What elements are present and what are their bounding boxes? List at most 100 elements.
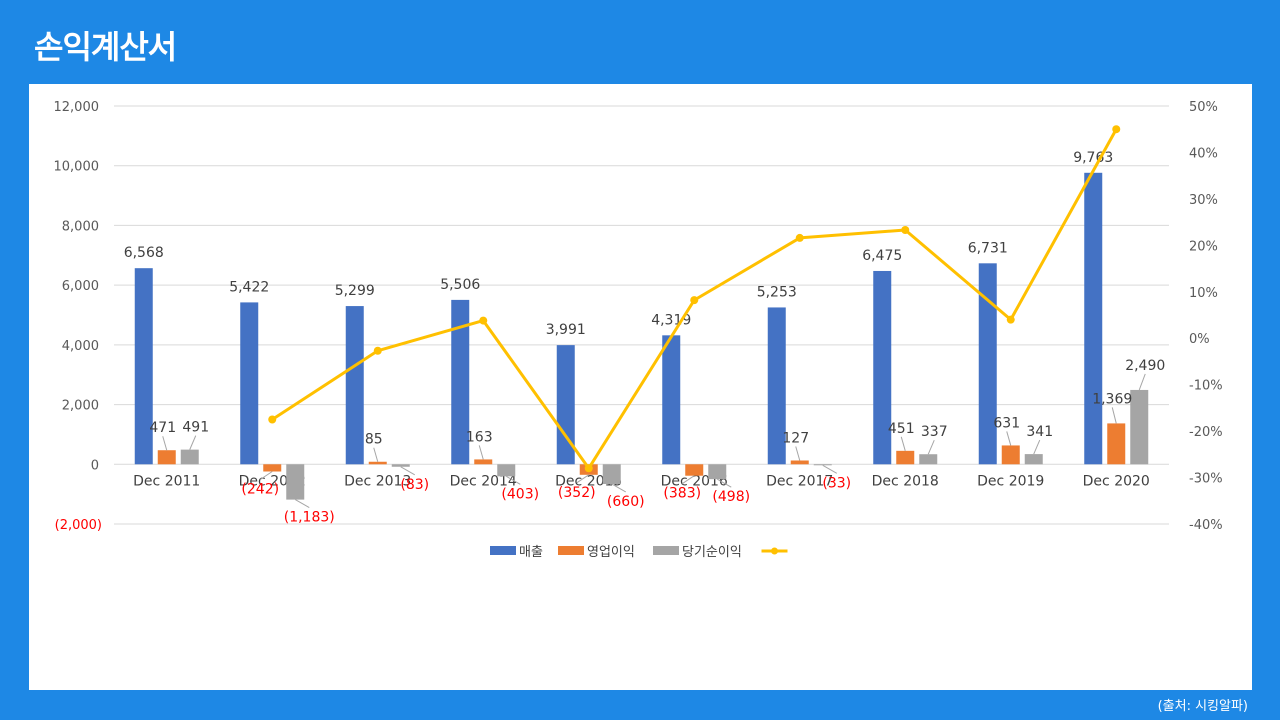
bar-2 xyxy=(474,459,493,465)
bar-3 xyxy=(1024,454,1043,465)
legend-label: 영업이익 xyxy=(587,545,635,560)
data-label: 127 xyxy=(782,430,809,446)
bar-2 xyxy=(790,460,809,465)
label-leader xyxy=(189,435,197,450)
data-label: (498) xyxy=(712,489,750,505)
legend-label: 당기순이익 xyxy=(682,545,742,560)
data-label: 6,731 xyxy=(968,240,1008,256)
bar-2 xyxy=(685,464,704,476)
data-label: 5,422 xyxy=(229,279,269,295)
label-leader xyxy=(373,447,379,462)
data-label: (242) xyxy=(241,482,279,498)
bar-2 xyxy=(263,464,282,472)
data-label: 9,763 xyxy=(1073,150,1113,166)
data-label: 491 xyxy=(182,420,209,436)
label-leader xyxy=(795,446,801,461)
y-right-tick-label: -40% xyxy=(1189,518,1223,533)
bar-3 xyxy=(286,464,305,500)
y-right-tick-label: 20% xyxy=(1189,239,1218,254)
line-point xyxy=(479,316,488,325)
data-label: 6,568 xyxy=(124,245,164,261)
line-point xyxy=(268,415,277,424)
label-leader xyxy=(162,436,168,451)
x-tick-label: Dec 2011 xyxy=(133,473,200,489)
data-label: 341 xyxy=(1026,424,1053,440)
bar-3 xyxy=(497,464,516,477)
bar-1 xyxy=(556,345,575,465)
line-point xyxy=(795,233,804,242)
bar-2 xyxy=(896,450,915,465)
data-label: (383) xyxy=(663,486,701,502)
data-label: (352) xyxy=(558,485,596,501)
line-point xyxy=(373,346,382,355)
y-left-tick-label: 12,000 xyxy=(54,100,100,115)
data-label: (403) xyxy=(501,486,539,502)
bar-2 xyxy=(368,461,387,465)
data-label: 163 xyxy=(466,429,493,445)
label-leader xyxy=(400,466,415,476)
bar-3 xyxy=(1130,389,1149,465)
bar-1 xyxy=(134,268,153,465)
label-leader xyxy=(1138,373,1146,391)
bar-1 xyxy=(662,335,681,465)
label-leader xyxy=(1006,431,1012,446)
y-left-tick-label: 4,000 xyxy=(62,339,99,354)
x-tick-label: Dec 2018 xyxy=(872,473,939,489)
bar-1 xyxy=(873,270,892,465)
bar-1 xyxy=(767,307,786,465)
bar-3 xyxy=(180,449,199,465)
y-left-tick-label: (2,000) xyxy=(55,518,102,533)
data-label: (83) xyxy=(400,477,429,493)
line-point xyxy=(1112,125,1121,134)
bar-2 xyxy=(157,450,176,465)
bar-3 xyxy=(602,464,621,484)
y-left-tick-label: 8,000 xyxy=(62,219,99,234)
data-label: 1,369 xyxy=(1092,391,1132,407)
bar-1 xyxy=(345,306,364,465)
bar-3 xyxy=(813,464,832,466)
legend-swatch-3 xyxy=(653,546,679,555)
data-label: 471 xyxy=(149,420,176,436)
data-label: 337 xyxy=(921,424,948,440)
label-leader xyxy=(927,440,935,455)
label-leader xyxy=(717,478,732,488)
data-label: 3,991 xyxy=(546,322,586,338)
line-point xyxy=(584,464,593,473)
data-label: 6,475 xyxy=(862,248,902,264)
label-leader xyxy=(900,436,906,451)
legend-line-marker xyxy=(771,547,778,555)
y-left-tick-label: 0 xyxy=(91,458,99,473)
line-point xyxy=(690,296,699,305)
label-leader xyxy=(259,471,273,480)
bar-1 xyxy=(240,302,259,465)
y-right-tick-label: 40% xyxy=(1189,146,1218,161)
y-right-tick-label: -10% xyxy=(1189,379,1223,394)
label-leader xyxy=(295,499,310,509)
x-tick-label: Dec 2020 xyxy=(1083,473,1150,489)
bar-2 xyxy=(1107,423,1126,465)
bar-2 xyxy=(1001,445,1020,465)
y-right-tick-label: 0% xyxy=(1189,332,1210,347)
data-label: 5,506 xyxy=(440,277,480,293)
x-tick-label: Dec 2013 xyxy=(344,473,411,489)
line-point xyxy=(1006,315,1015,324)
label-leader xyxy=(681,475,695,485)
y-right-tick-label: 50% xyxy=(1189,100,1218,115)
label-leader xyxy=(822,464,837,474)
data-label: (660) xyxy=(607,494,645,510)
y-right-tick-label: 30% xyxy=(1189,193,1218,208)
label-leader xyxy=(1111,407,1117,424)
y-left-tick-label: 6,000 xyxy=(62,279,99,294)
y-right-tick-label: -30% xyxy=(1189,472,1223,487)
bar-3 xyxy=(919,454,938,465)
bar-1 xyxy=(1084,172,1103,465)
bar-3 xyxy=(708,464,727,480)
data-label: 4,319 xyxy=(651,312,691,328)
bar-1 xyxy=(451,299,470,465)
chart-panel: (2,000) 0 2,000 4,000 6,000 8,000 10,000 12,000… xyxy=(29,84,1252,690)
legend-label: 매출 xyxy=(519,545,543,560)
income-statement-chart: (2,000) 0 2,000 4,000 6,000 8,000 10,000 12,000… xyxy=(54,100,1223,560)
data-label: (1,183) xyxy=(284,510,335,526)
label-leader xyxy=(478,445,484,460)
label-leader xyxy=(576,474,590,484)
